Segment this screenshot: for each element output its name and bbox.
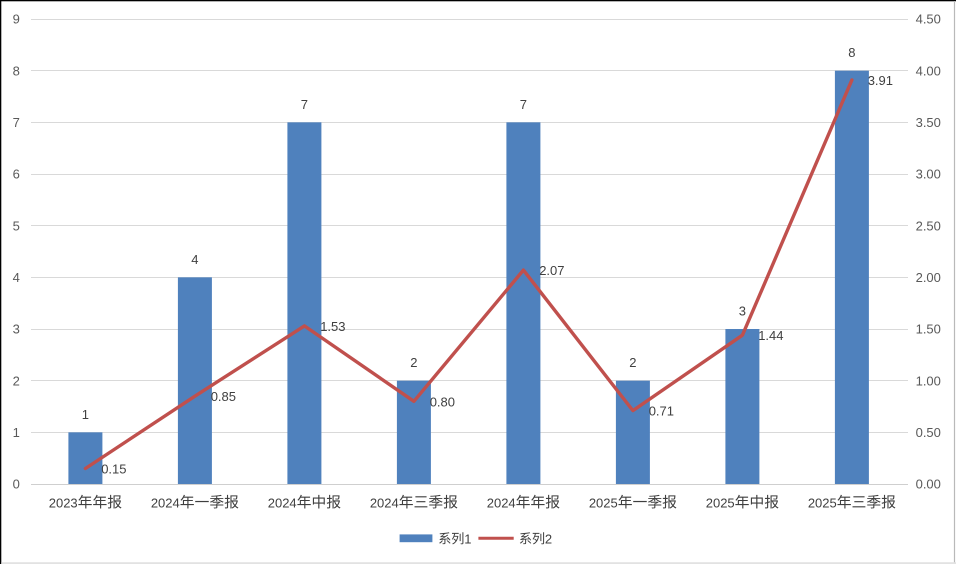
svg-text:2024: 2024 xyxy=(487,495,516,510)
svg-text:1: 1 xyxy=(13,425,20,440)
svg-text:0.00: 0.00 xyxy=(916,477,941,492)
svg-text:2024: 2024 xyxy=(268,495,297,510)
svg-text:1.53: 1.53 xyxy=(320,319,345,334)
svg-text:0.85: 0.85 xyxy=(211,389,236,404)
svg-text:2024: 2024 xyxy=(151,495,180,510)
svg-text:2: 2 xyxy=(13,373,20,388)
svg-text:4: 4 xyxy=(191,252,198,267)
svg-text:3.91: 3.91 xyxy=(868,73,893,88)
svg-text:2: 2 xyxy=(629,355,636,370)
svg-text:0.71: 0.71 xyxy=(649,404,674,419)
svg-text:3.50: 3.50 xyxy=(916,115,941,130)
svg-text:0: 0 xyxy=(13,477,20,492)
svg-text:1.50: 1.50 xyxy=(916,322,941,337)
svg-text:4.00: 4.00 xyxy=(916,63,941,78)
svg-text:2.07: 2.07 xyxy=(539,263,564,278)
svg-text:9: 9 xyxy=(13,12,20,27)
svg-text:1.00: 1.00 xyxy=(916,373,941,388)
svg-text:0.15: 0.15 xyxy=(101,462,126,477)
svg-text:2.00: 2.00 xyxy=(916,270,941,285)
svg-text:2025: 2025 xyxy=(808,495,837,510)
svg-text:3.00: 3.00 xyxy=(916,167,941,182)
svg-text:3: 3 xyxy=(13,322,20,337)
svg-text:7: 7 xyxy=(301,97,308,112)
svg-text:2.50: 2.50 xyxy=(916,218,941,233)
svg-text:0.50: 0.50 xyxy=(916,425,941,440)
svg-text:2: 2 xyxy=(410,355,417,370)
svg-text:3: 3 xyxy=(739,304,746,319)
svg-text:0.80: 0.80 xyxy=(430,394,455,409)
svg-text:2024: 2024 xyxy=(370,495,399,510)
svg-text:1.44: 1.44 xyxy=(758,328,783,343)
svg-text:4.50: 4.50 xyxy=(916,12,941,27)
svg-text:8: 8 xyxy=(848,45,855,60)
svg-text:7: 7 xyxy=(520,97,527,112)
svg-text:1: 1 xyxy=(82,407,89,422)
svg-text:2025: 2025 xyxy=(706,495,735,510)
svg-text:1: 1 xyxy=(464,531,471,546)
svg-text:5: 5 xyxy=(13,218,20,233)
svg-text:2025: 2025 xyxy=(589,495,618,510)
svg-text:8: 8 xyxy=(13,63,20,78)
svg-text:7: 7 xyxy=(13,115,20,130)
svg-text:2023: 2023 xyxy=(49,495,78,510)
svg-text:6: 6 xyxy=(13,167,20,182)
svg-text:2: 2 xyxy=(545,531,552,546)
svg-text:4: 4 xyxy=(13,270,20,285)
